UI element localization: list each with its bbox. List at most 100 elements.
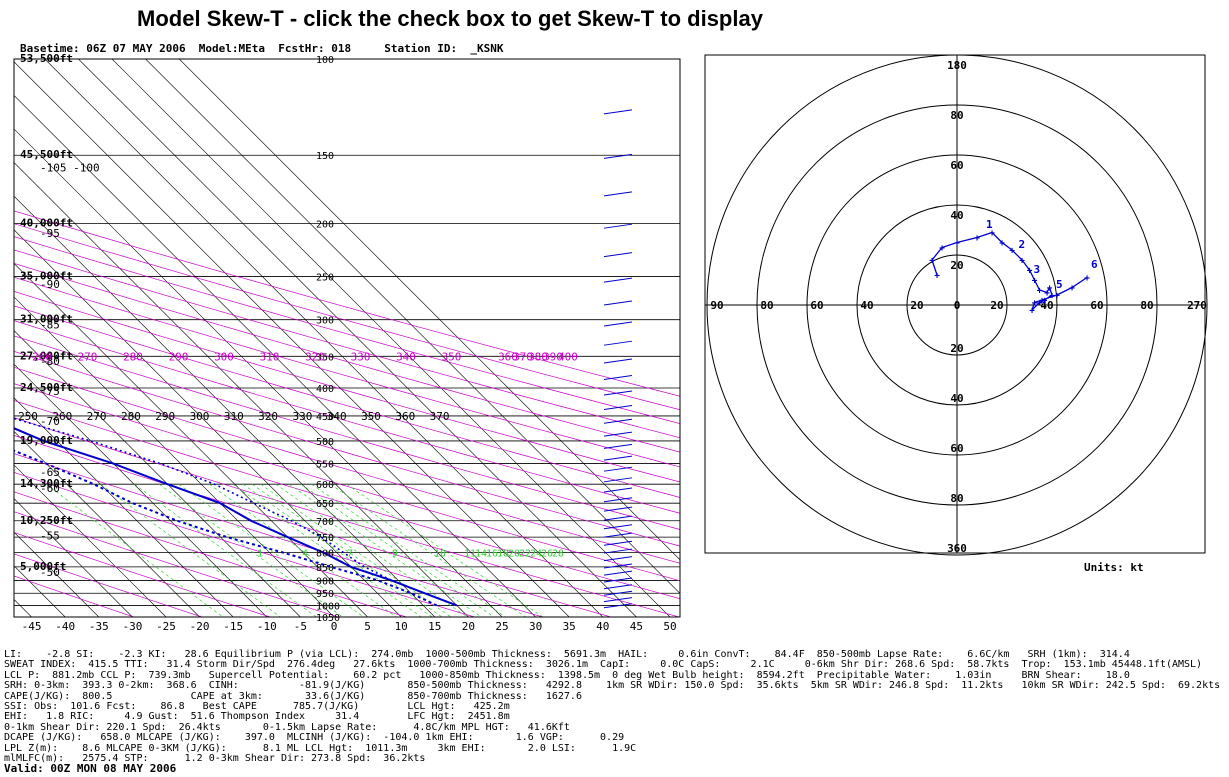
wind-barb [603,556,633,562]
isotherm-line [14,195,436,617]
pressure-label: 300 [316,316,334,327]
isotherm-line [111,59,671,617]
hodograph-height-marker: 3 [1034,263,1041,276]
wind-barb [603,497,633,503]
theta-e-label: 290 [169,350,189,363]
dry-adiabat [14,223,680,411]
wind-barb [603,321,633,327]
wind-barb [603,153,633,159]
mixing-ratio-label: 26 [541,548,553,559]
theta-label: 340 [327,410,347,423]
isotherm-line [14,397,234,617]
dry-adiabat [14,491,407,617]
run-header: Basetime: 06Z 07 MAY 2006 Model:MEta Fcs… [20,42,504,55]
hodograph-point: + [1042,296,1048,307]
ring-label-left: 80 [760,299,773,312]
dry-adiabat [14,553,203,617]
isotherm-line [14,162,469,617]
isotherm-label: -65 [40,466,60,479]
mixing-ratio-label: 20 [508,548,520,559]
wind-barb [603,375,633,381]
x-tick-label: -45 [22,620,42,633]
x-tick-label: -30 [122,620,142,633]
ring-label-left: 40 [860,299,873,312]
pressure-label: 900 [316,576,334,587]
isotherm-label: -70 [40,415,60,428]
wind-barb [603,223,633,229]
isotherm-label: -95 [40,227,60,240]
ring-label-top: 80 [950,109,963,122]
dry-adiabat [14,511,339,617]
wind-barb [603,300,633,306]
pressure-label: 800 [316,548,334,559]
ring-label-right: 60 [1090,299,1103,312]
dry-adiabat [14,320,680,514]
isotherm-line [14,94,536,617]
wind-barb [603,340,633,346]
skewt-frame [13,58,681,618]
mixing-ratio-line [158,483,343,617]
x-tick-label: 50 [663,620,676,633]
theta-label: 350 [361,410,381,423]
theta-label: 270 [87,410,107,423]
hodograph-height-marker: 6 [1091,258,1098,271]
pressure-label: 1050 [316,613,340,624]
mixing-ratio-line [288,483,482,617]
hodograph-point: + [1044,289,1050,300]
ring-label-right: 270 [1187,299,1207,312]
isotherm-line [14,464,167,617]
wind-barb [603,455,633,461]
mixing-ratio-label: 22 [519,548,531,559]
wind-barb [603,506,633,512]
dry-adiabat [14,366,680,564]
mixing-ratio-label: 9 [392,548,398,559]
stats-row: SRH: 0-3km: 393.3 0-2km: 368.6 CINH: -81… [4,680,1221,692]
pressure-label: 450 [316,412,334,423]
isotherm-label: -50 [40,566,60,579]
x-tick-label: -35 [89,620,109,633]
wind-barb [603,358,633,364]
theta-e-label: 320 [305,350,325,363]
hodograph-point: + [1009,246,1015,257]
hodograph-point: + [1032,276,1038,287]
theta-e-label: 360 [498,350,518,363]
dry-adiabat [14,276,680,468]
x-tick-label: -40 [55,620,75,633]
hodograph-point: + [1029,306,1035,317]
hodograph-point: + [954,239,960,250]
dry-adiabat [14,350,680,547]
theta-label: 310 [224,410,244,423]
wind-barb [603,277,633,283]
hodograph-point: + [1027,266,1033,277]
theta-e-label: 260 [32,350,52,363]
isotherm-line [14,498,133,617]
x-tick-label: 25 [495,620,508,633]
hodograph-point: + [1047,284,1053,295]
wind-barb [603,390,633,396]
isotherm-line [14,430,200,617]
dry-adiabat [14,236,680,424]
ring-label-left: 60 [810,299,823,312]
isotherm-line [14,61,570,617]
page-title: Model Skew-T - click the check box to ge… [137,6,763,31]
wind-barb [603,191,633,197]
dry-adiabat [14,453,543,617]
mixing-ratio-line [330,483,526,617]
ring-label-right: 80 [1140,299,1153,312]
wind-barb [603,252,633,258]
theta-label: 370 [430,410,450,423]
ring-label-right: 40 [1040,299,1053,312]
pressure-label: 1000 [316,601,340,612]
isotherm-label: -90 [40,278,60,291]
dry-adiabat [14,575,135,617]
wind-barb [603,603,633,609]
isotherm-line [14,128,503,617]
height-label: 35,000ft [20,269,73,282]
ring-label-bottom: 40 [950,392,963,405]
mixing-ratio-label: 4 [302,548,308,559]
wind-barb [603,570,633,576]
theta-label: 330 [292,410,312,423]
theta-e-label: 280 [123,350,143,363]
